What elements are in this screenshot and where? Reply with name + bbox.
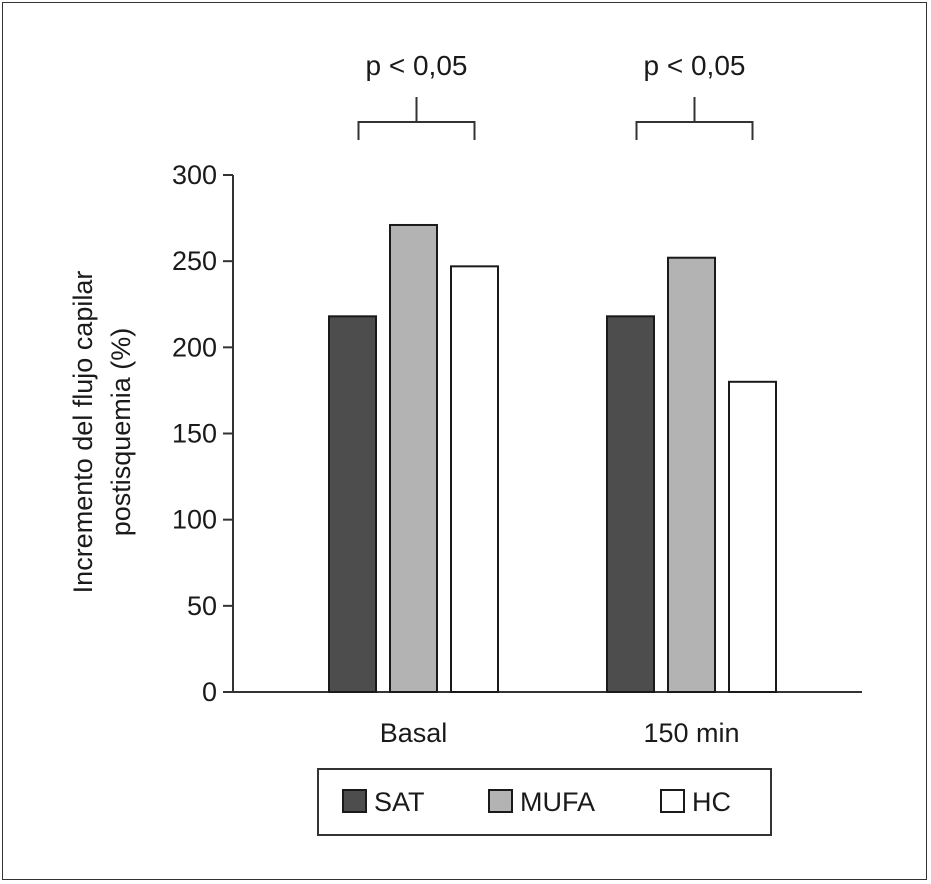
bar-hc-150-min bbox=[728, 380, 777, 693]
significance-annotations: p < 0,05 p < 0,05 bbox=[357, 50, 754, 140]
y-tick-label: 200 bbox=[172, 332, 217, 362]
legend-swatch-sat bbox=[342, 789, 367, 813]
y-axis-label: Incremento del flujo capilar postisquemi… bbox=[68, 271, 136, 594]
y-axis-label-line-2: postisquemia (%) bbox=[106, 328, 136, 537]
y-tick-label: 150 bbox=[172, 419, 217, 449]
bar-mufa-150-min bbox=[667, 256, 716, 693]
significance-bracket bbox=[635, 97, 754, 140]
x-category-label: 150 min bbox=[643, 718, 739, 748]
legend-box bbox=[317, 768, 772, 836]
bars bbox=[328, 223, 777, 694]
legend: SAT MUFA HC bbox=[317, 768, 772, 836]
x-axis-category-labels: Basal 150 min bbox=[380, 718, 740, 748]
bar-mufa-basal bbox=[389, 223, 438, 694]
bar-sat-basal bbox=[328, 315, 377, 693]
legend-swatch-mufa bbox=[488, 789, 513, 813]
significance-label: p < 0,05 bbox=[644, 50, 746, 81]
significance-label: p < 0,05 bbox=[366, 50, 468, 81]
bar-sat-150-min bbox=[606, 315, 655, 693]
y-tick-label: 300 bbox=[172, 160, 217, 190]
legend-label-mufa: MUFA bbox=[520, 787, 595, 817]
legend-swatch-hc bbox=[660, 789, 685, 813]
legend-label-sat: SAT bbox=[374, 787, 425, 817]
y-tick-label: 50 bbox=[187, 591, 217, 621]
significance-bracket bbox=[357, 97, 476, 140]
legend-label-hc: HC bbox=[692, 787, 731, 817]
bar-hc-basal bbox=[450, 265, 499, 693]
y-tick-label: 250 bbox=[172, 246, 217, 276]
y-axis-label-line-1: Incremento del flujo capilar bbox=[68, 271, 98, 594]
x-category-label: Basal bbox=[380, 718, 448, 748]
y-tick-label: 0 bbox=[202, 677, 217, 707]
y-tick-label: 100 bbox=[172, 505, 217, 535]
